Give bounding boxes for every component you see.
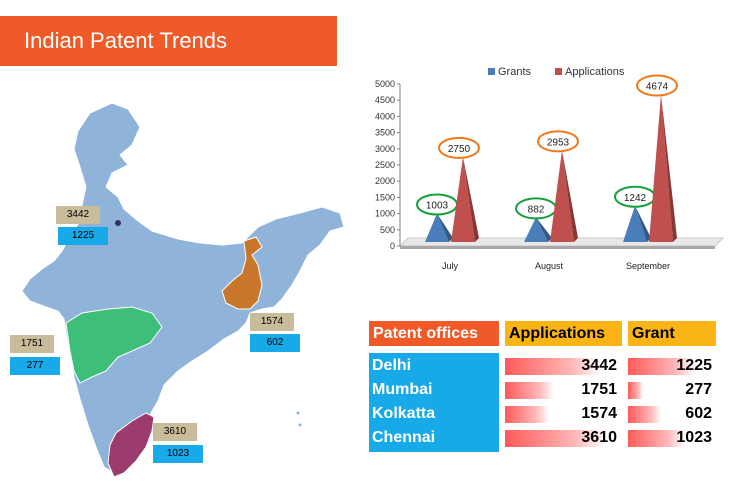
table-header-office: Patent offices	[369, 321, 499, 346]
applications-value: 1574	[581, 405, 617, 422]
office-name: Mumbai	[372, 381, 433, 398]
cone-grants	[425, 213, 449, 242]
island-marker	[298, 423, 302, 427]
data-label: 882	[528, 204, 545, 215]
cone-applications	[451, 156, 475, 242]
x-tick-label: September	[626, 261, 670, 271]
y-tick-label: 2000	[375, 176, 395, 186]
office-name: Kolkatta	[372, 405, 436, 422]
grant-value: 602	[685, 405, 712, 422]
delhi-marker	[115, 220, 121, 226]
patent-cone-chart: 0 500 1000 1500 2000 2500 3000 3500 4000 4500 5000…	[375, 66, 725, 271]
data-label: 1003	[426, 201, 449, 212]
cone-shade	[562, 150, 578, 242]
data-label-ellipse	[438, 136, 480, 159]
x-tick-label: August	[535, 261, 564, 271]
y-tick-label: 3000	[375, 144, 395, 154]
india-map	[21, 102, 345, 478]
y-tick-label: 4000	[375, 111, 395, 121]
table-header-grant: Grant	[628, 321, 716, 346]
applications-value: 3442	[581, 357, 617, 374]
y-tick-label: 2500	[375, 160, 395, 170]
grant-bar	[628, 406, 661, 423]
y-tick-label: 500	[380, 225, 395, 235]
data-label: 2750	[448, 144, 471, 155]
cone-shade	[463, 156, 479, 242]
west-bengal-applications-label: 1574	[250, 313, 294, 331]
grant-bar	[628, 430, 685, 447]
grant-bar	[628, 382, 643, 399]
grant-value: 277	[685, 381, 712, 398]
applications-bar	[505, 358, 601, 375]
office-name: Chennai	[372, 429, 436, 446]
legend-swatch	[488, 68, 495, 75]
applications-bar	[505, 430, 606, 447]
west-bengal-grants-label: 602	[250, 334, 300, 352]
delhi-applications-label: 3442	[56, 206, 100, 224]
grant-value: 1225	[676, 357, 712, 374]
table-header-applications: Applications	[505, 321, 622, 346]
grant-bar	[628, 358, 696, 375]
applications-value: 1751	[581, 381, 617, 398]
y-tick-label: 4500	[375, 95, 395, 105]
data-label: 1242	[624, 193, 647, 204]
maharashtra-grants-label: 277	[10, 357, 60, 375]
y-tick-label: 0	[390, 241, 395, 251]
state-west-bengal	[221, 236, 263, 310]
y-tick-label: 5000	[375, 79, 395, 89]
applications-bar	[505, 382, 554, 399]
state-tamil-nadu	[107, 412, 155, 478]
maharashtra-applications-label: 1751	[10, 335, 54, 353]
india-outline	[21, 102, 345, 474]
delhi-grants-label: 1225	[58, 227, 108, 245]
grant-value: 1023	[676, 429, 712, 446]
cone-applications	[550, 150, 574, 242]
tamil-nadu-grants-label: 1023	[153, 445, 203, 463]
legend-label: Grants	[498, 66, 532, 78]
cone-shade	[661, 94, 677, 242]
data-label: 2953	[547, 137, 570, 148]
x-tick-label: July	[442, 261, 459, 271]
data-label-ellipse	[636, 74, 678, 97]
y-tick-label: 1000	[375, 209, 395, 219]
applications-value: 3610	[581, 429, 617, 446]
page-title: Indian Patent Trends	[24, 28, 228, 53]
cone-shade	[536, 217, 552, 242]
state-maharashtra	[65, 306, 163, 384]
cone-shade	[437, 213, 453, 242]
office-name: Delhi	[372, 357, 412, 374]
data-label-ellipse	[537, 130, 579, 153]
legend-swatch	[555, 68, 562, 75]
tamil-nadu-applications-label: 3610	[153, 423, 197, 441]
applications-bar	[505, 406, 549, 423]
cone-applications	[649, 94, 673, 242]
chart-floor-edge	[400, 246, 715, 249]
cone-shade	[635, 205, 651, 242]
y-tick-label: 1500	[375, 192, 395, 202]
data-label: 4674	[646, 82, 669, 93]
island-marker	[296, 411, 300, 415]
y-tick-label: 3500	[375, 128, 395, 138]
cone-grants	[524, 217, 548, 242]
office-column: Delhi Mumbai Kolkatta Chennai	[369, 353, 499, 452]
title-banner: Indian Patent Trends	[0, 16, 337, 66]
cone-grants	[623, 205, 647, 242]
legend-label: Applications	[565, 66, 625, 78]
